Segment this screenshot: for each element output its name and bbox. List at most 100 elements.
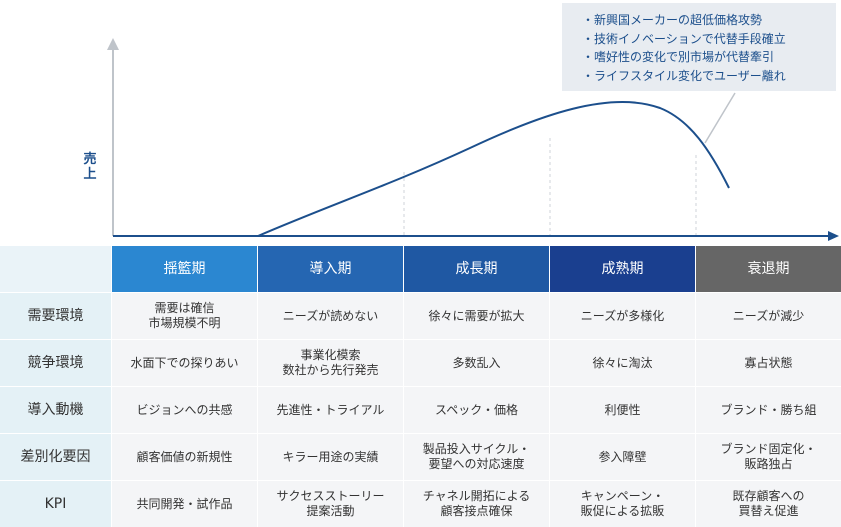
cell-text-line: 寡占状態 (744, 355, 793, 370)
cell-text-line: ニーズが読めない (282, 308, 379, 323)
table-cell: 多数乱入 (404, 340, 549, 386)
table-cell: 徐々に需要が拡大 (404, 293, 549, 339)
cell-text: 水面下での探りあい (130, 356, 238, 371)
table-row: 需要環境 需要は確信 市場規模不明 ニーズが読めない 徐々に需要が拡大 ニーズが多様化 ニー… (0, 293, 841, 339)
table-row: 競争環境 水面下での探りあい 事業化模索 数社から先行発売 多数乱入 徐々に淘汰 寡占状態 (0, 340, 841, 386)
cell-text-line: ニーズが減少 (732, 308, 805, 323)
cell-text: 需要は確信 市場規模不明 (148, 301, 220, 331)
cell-text: ニーズが読めない (283, 309, 378, 324)
decline-factors-callout: ・新興国メーカーの超低価格攻勢 ・技術イノベーションで代替手段確立 ・嗜好性の変… (562, 3, 836, 91)
cell-text-line: 製品投入サイクル・ (422, 442, 531, 456)
cell-text-line: 販促による拡販 (580, 504, 665, 518)
lifecycle-diagram: ・新興国メーカーの超低価格攻勢 ・技術イノベーションで代替手段確立 ・嗜好性の変… (0, 0, 841, 245)
table-cell: ニーズが減少 (696, 293, 841, 339)
table-cell: ビジョンへの共感 (112, 387, 257, 433)
cell-text-line: 多数乱入 (452, 355, 501, 370)
cell-text: ビジョンへの共感 (136, 403, 232, 418)
cell-text: 顧客価値の新規性 (136, 450, 232, 465)
cell-text: キャンペーン・ 販促による拡販 (581, 489, 665, 519)
cell-text: ブランド固定化・ 販路独占 (720, 442, 816, 472)
callout-pointer (704, 92, 736, 144)
cell-text-line: 顧客接点確保 (440, 504, 513, 518)
table-row: 差別化要因 顧客価値の新規性 キラー用途の実績 製品投入サイクル・ 要望への対応速度 参入… (0, 434, 841, 480)
table-cell: ニーズが読めない (258, 293, 403, 339)
y-axis-arrow (107, 38, 119, 50)
stage-header-2: 導入期 (258, 246, 403, 292)
table-cell: 共同開発・試作品 (112, 481, 257, 527)
table-cell: 利便性 (550, 387, 695, 433)
cell-text-line: 利便性 (604, 402, 641, 417)
cell-text: ニーズが減少 (733, 309, 804, 324)
cell-text: ブランド・勝ち組 (720, 403, 816, 418)
table-cell: ブランド固定化・ 販路独占 (696, 434, 841, 480)
cell-text: 利便性 (604, 403, 640, 418)
cell-text-line: 徐々に淘汰 (592, 355, 653, 370)
cell-text: チャネル開拓による 顧客接点確保 (423, 489, 531, 519)
cell-text: サクセスストーリー 提案活動 (276, 489, 384, 519)
callout-line: ・ライフスタイル変化でユーザー離れ (582, 68, 786, 83)
cell-text-line: 参入障壁 (598, 449, 647, 464)
cell-text-line: スペック・価格 (435, 402, 518, 417)
cell-text-line: チャネル開拓による (422, 489, 531, 503)
cell-text: 徐々に淘汰 (592, 356, 652, 371)
cell-text-line: ブランド・勝ち組 (720, 402, 817, 417)
row-label: 導入動機 (0, 387, 111, 433)
cell-text-line: 数社から先行発売 (282, 363, 379, 377)
cell-text-line: サクセスストーリー (276, 489, 385, 503)
table-cell: ニーズが多様化 (550, 293, 695, 339)
table-row: 導入動機 ビジョンへの共感 先進性・トライアル スペック・価格 利便性 ブランド・勝ち組 (0, 387, 841, 433)
cell-text-line: 既存顧客への (732, 489, 805, 503)
table-cell: チャネル開拓による 顧客接点確保 (404, 481, 549, 527)
table-cell: スペック・価格 (404, 387, 549, 433)
row-label: KPI (0, 481, 111, 527)
table-header-row: 揺籃期 導入期 成長期 成熟期 衰退期 (0, 246, 841, 292)
callout-line: ・嗜好性の変化で別市場が代替牽引 (582, 50, 775, 65)
cell-text-line: ビジョンへの共感 (136, 402, 233, 417)
table-cell: サクセスストーリー 提案活動 (258, 481, 403, 527)
sales-curve (257, 101, 730, 237)
stage-header-4: 成熟期 (550, 246, 695, 292)
cell-text-line: 水面下での探りあい (130, 355, 239, 370)
callout-line: ・新興国メーカーの超低価格攻勢 (582, 13, 763, 27)
table-cell: 水面下での探りあい (112, 340, 257, 386)
cell-text: 先進性・トライアル (277, 403, 385, 418)
cell-text: 既存顧客への 買替え促進 (732, 489, 804, 519)
cell-text: 多数乱入 (452, 356, 500, 371)
cell-text-line: ブランド固定化・ (720, 442, 817, 456)
cell-text-line: 買替え促進 (738, 504, 799, 518)
cell-text: 共同開発・試作品 (136, 497, 232, 512)
cell-text-line: ニーズが多様化 (580, 308, 665, 323)
header-corner-cell (0, 246, 111, 292)
table-cell: 需要は確信 市場規模不明 (112, 293, 257, 339)
table-cell: 顧客価値の新規性 (112, 434, 257, 480)
table-cell: キャンペーン・ 販促による拡販 (550, 481, 695, 527)
cell-text: 参入障壁 (598, 450, 646, 465)
cell-text-line: 販路独占 (744, 457, 793, 471)
cell-text-line: 市場規模不明 (148, 316, 221, 330)
cell-text: 寡占状態 (744, 356, 792, 371)
table-row: KPI 共同開発・試作品 サクセスストーリー 提案活動 チャネル開拓による 顧客接点確保 キ… (0, 481, 841, 527)
table-cell: 徐々に淘汰 (550, 340, 695, 386)
table-cell: ブランド・勝ち組 (696, 387, 841, 433)
cell-text: 徐々に需要が拡大 (428, 309, 524, 324)
table-cell: 先進性・トライアル (258, 387, 403, 433)
cell-text-line: 要望への対応速度 (428, 457, 525, 471)
y-axis-label: 売上 (83, 152, 97, 182)
cell-text-line: キラー用途の実績 (282, 449, 379, 464)
x-axis-arrow (828, 231, 839, 241)
table-cell: キラー用途の実績 (258, 434, 403, 480)
table-cell: 参入障壁 (550, 434, 695, 480)
table-cell: 寡占状態 (696, 340, 841, 386)
cell-text-line: 事業化模索 (300, 348, 361, 362)
table-cell: 事業化模索 数社から先行発売 (258, 340, 403, 386)
stage-header-1: 揺籃期 (112, 246, 257, 292)
row-label: 需要環境 (0, 293, 111, 339)
callout-line: ・技術イノベーションで代替手段確立 (582, 31, 786, 46)
cell-text: 製品投入サイクル・ 要望への対応速度 (423, 442, 530, 472)
cell-text-line: 需要は確信 (154, 301, 215, 315)
lifecycle-curve-chart (107, 38, 839, 241)
cell-text-line: 共同開発・試作品 (136, 496, 233, 511)
cell-text-line: 顧客価値の新規性 (136, 449, 233, 464)
cell-text-line: 先進性・トライアル (276, 402, 385, 417)
row-label: 差別化要因 (0, 434, 111, 480)
